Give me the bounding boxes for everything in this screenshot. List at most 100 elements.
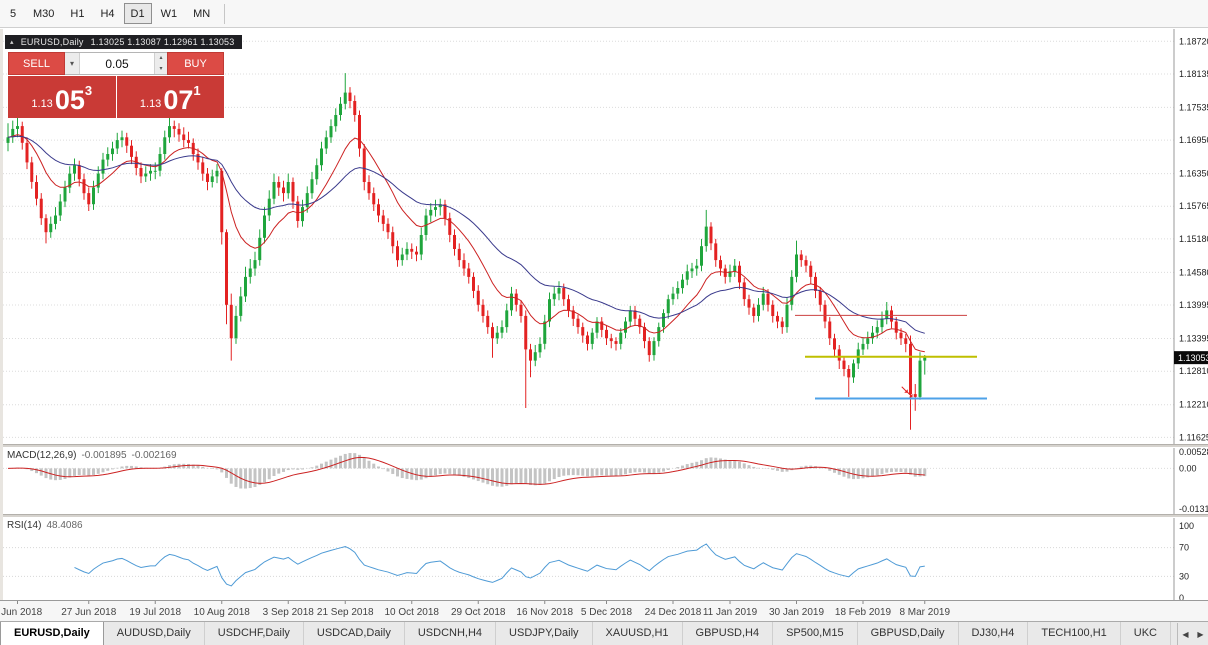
volume-input[interactable] bbox=[80, 53, 154, 74]
sell-price-pipette: 3 bbox=[84, 83, 93, 98]
rsi-axis-label: 0 bbox=[1179, 593, 1184, 600]
chart-tab-usdcad-daily[interactable]: USDCAD,Daily bbox=[303, 622, 405, 645]
date-axis-label: 19 Jul 2018 bbox=[129, 607, 181, 618]
chart-tab-audusd-daily[interactable]: AUDUSD,Daily bbox=[103, 622, 205, 645]
date-axis-label: 21 Sep 2018 bbox=[317, 607, 374, 618]
chart-ohlc-quotes: 1.13025 1.13087 1.12961 1.13053 bbox=[90, 37, 235, 47]
volume-increase-button[interactable]: ▴ bbox=[155, 53, 167, 64]
volume-decrease-button[interactable]: ▾ bbox=[155, 63, 167, 74]
macd-signal-value: -0.002169 bbox=[131, 450, 177, 461]
rsi-axis-label: 30 bbox=[1179, 571, 1189, 581]
macd-name: MACD(12,26,9) bbox=[7, 450, 77, 461]
date-axis-label: 8 Mar 2019 bbox=[899, 607, 950, 618]
date-axis: 5 Jun 2018 27 Jun 2018 19 Jul 2018 10 Aug 2… bbox=[0, 600, 1208, 621]
rsi-axis-label: 100 bbox=[1179, 521, 1194, 531]
rsi-indicator-label: RSI(14) 48.4086 bbox=[7, 520, 83, 531]
candlestick-series bbox=[6, 73, 927, 430]
rsi-pane[interactable]: 100 70 30 0 bbox=[0, 518, 1208, 600]
timeframe-button-5[interactable]: 5 bbox=[2, 3, 24, 24]
tab-scroll-buttons: ◀ ▶ bbox=[1177, 623, 1208, 645]
window-frame bbox=[0, 29, 3, 600]
buy-price-big: 07 bbox=[163, 85, 194, 116]
macd-axis-label: 0.005282 bbox=[1179, 448, 1208, 457]
chart-tabbar: EURUSD,Daily AUDUSD,Daily USDCHF,Daily USDC… bbox=[0, 621, 1208, 645]
timeframe-button-mn[interactable]: MN bbox=[186, 3, 217, 24]
sell-price-big: 05 bbox=[54, 85, 85, 116]
chart-tab-xauusd-h1[interactable]: XAUUSD,H1 bbox=[592, 622, 683, 645]
date-axis-label: 24 Dec 2018 bbox=[645, 607, 702, 618]
volume-dropdown-button[interactable]: ▾ bbox=[65, 53, 80, 74]
date-axis-label: 27 Jun 2018 bbox=[61, 607, 116, 618]
sell-price-display[interactable]: 1.13 05 3 bbox=[8, 76, 116, 118]
buy-button[interactable]: BUY bbox=[167, 52, 224, 75]
timeframe-button-m30[interactable]: M30 bbox=[26, 3, 61, 24]
chart-tab-gbpusd-daily[interactable]: GBPUSD,Daily bbox=[857, 622, 959, 645]
tab-scroll-right-icon[interactable]: ▶ bbox=[1193, 623, 1208, 645]
sell-arrow-icon bbox=[909, 393, 913, 398]
buy-price-pipette: 1 bbox=[193, 83, 201, 98]
buy-price-display[interactable]: 1.13 07 1 bbox=[116, 76, 224, 118]
macd-axis-label: 0.00 bbox=[1179, 463, 1197, 473]
pane-separator[interactable] bbox=[0, 514, 1208, 518]
chart-tab-ukc[interactable]: UKC bbox=[1120, 622, 1171, 645]
price-axis-label: 1.11625 bbox=[1179, 432, 1208, 442]
macd-indicator-label: MACD(12,26,9) -0.001895 -0.002169 bbox=[7, 450, 177, 461]
moving-average-ma-slow-blue bbox=[7, 135, 925, 334]
tab-scroll-left-icon[interactable]: ◀ bbox=[1178, 623, 1193, 645]
date-axis-label: 10 Aug 2018 bbox=[194, 607, 251, 618]
collapse-icon[interactable]: ▴ bbox=[10, 39, 14, 46]
price-axis-label: 1.12810 bbox=[1179, 366, 1208, 376]
chart-tab-gbpusd-h4[interactable]: GBPUSD,H4 bbox=[682, 622, 774, 645]
price-axis-label: 1.13995 bbox=[1179, 300, 1208, 310]
timeframe-button-h4[interactable]: H4 bbox=[93, 3, 121, 24]
price-axis-label: 1.15180 bbox=[1179, 234, 1208, 244]
date-axis-label: 5 Dec 2018 bbox=[581, 607, 633, 618]
buy-price-prefix: 1.13 bbox=[139, 98, 162, 110]
rsi-name: RSI(14) bbox=[7, 520, 42, 531]
date-axis-label: 11 Jan 2019 bbox=[703, 607, 758, 618]
chevron-down-icon: ▾ bbox=[69, 59, 74, 68]
price-axis-label: 1.18720 bbox=[1179, 36, 1208, 46]
date-axis-label: 3 Sep 2018 bbox=[263, 607, 315, 618]
price-axis-label: 1.14580 bbox=[1179, 267, 1208, 277]
timeframe-button-d1[interactable]: D1 bbox=[123, 3, 152, 24]
toolbar-separator bbox=[224, 3, 226, 24]
date-axis-label: 29 Oct 2018 bbox=[451, 607, 506, 618]
current-price-badge bbox=[1174, 351, 1208, 365]
pane-separator[interactable] bbox=[0, 444, 1208, 448]
date-axis-label: 5 Jun 2018 bbox=[0, 607, 43, 618]
timeframe-button-w1[interactable]: W1 bbox=[154, 3, 185, 24]
date-axis-label: 30 Jan 2019 bbox=[769, 607, 824, 618]
chart-tab-usdchf-daily[interactable]: USDCHF,Daily bbox=[204, 622, 304, 645]
chart-tab-usdcnh-h4[interactable]: USDCNH,H4 bbox=[404, 622, 497, 645]
sell-arrow-icon bbox=[906, 390, 912, 397]
timeframe-toolbar: 5 M30 H1 H4 D1 W1 MN bbox=[0, 0, 1208, 28]
date-axis-label: 18 Feb 2019 bbox=[835, 607, 892, 618]
sell-button[interactable]: SELL bbox=[8, 52, 65, 75]
sell-arrow-icon bbox=[901, 386, 908, 393]
macd-signal-line bbox=[7, 456, 925, 485]
chart-symbol-period: EURUSD,Daily bbox=[20, 37, 84, 47]
chart-tab-tech100-h1[interactable]: TECH100,H1 bbox=[1028, 622, 1121, 645]
price-axis-label: 1.18135 bbox=[1179, 69, 1208, 79]
chart-tab-dj30-h4[interactable]: DJ30,H4 bbox=[958, 622, 1029, 645]
timeframe-button-h1[interactable]: H1 bbox=[63, 3, 91, 24]
date-axis-label: 16 Nov 2018 bbox=[516, 607, 573, 618]
price-axis-label: 1.16950 bbox=[1179, 135, 1208, 145]
current-price-text: 1.13053 bbox=[1178, 353, 1208, 363]
macd-main-value: -0.001895 bbox=[81, 450, 127, 461]
rsi-line bbox=[74, 543, 925, 587]
chart-tab-sp500-m15[interactable]: SP500,M15 bbox=[773, 622, 858, 645]
price-axis-label: 1.17535 bbox=[1179, 102, 1208, 112]
rsi-axis-label: 70 bbox=[1179, 543, 1189, 553]
chart-tab-usdjpy-daily[interactable]: USDJPY,Daily bbox=[496, 622, 593, 645]
date-axis-label: 10 Oct 2018 bbox=[385, 607, 440, 618]
price-axis-label: 1.13395 bbox=[1179, 334, 1208, 344]
rsi-value: 48.4086 bbox=[46, 520, 83, 531]
volume-stepper: ▴ ▾ bbox=[154, 53, 167, 74]
chart-tab-eurusd-daily[interactable]: EURUSD,Daily bbox=[0, 622, 104, 645]
